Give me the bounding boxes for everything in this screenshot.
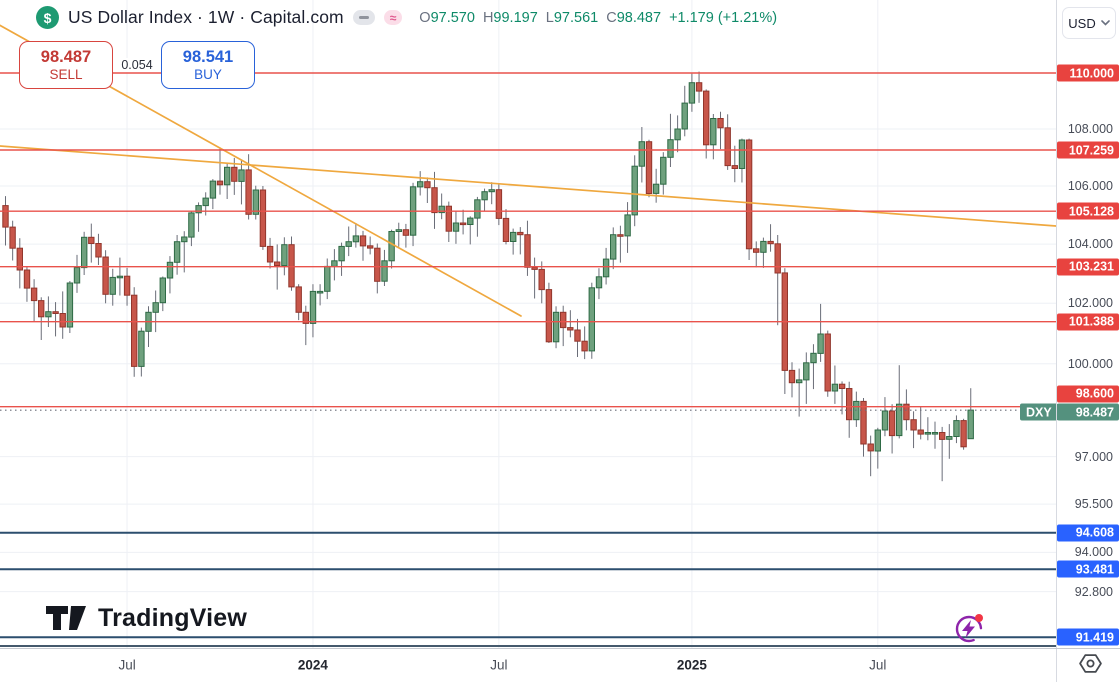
last-price-badge: 98.487 bbox=[1057, 403, 1119, 421]
settings-hexagon-icon bbox=[1079, 654, 1102, 673]
candlestick-chart[interactable] bbox=[0, 0, 1056, 648]
tradingview-mark-icon bbox=[46, 606, 86, 630]
level-price-badge: 103.231 bbox=[1057, 258, 1119, 276]
level-price-badge: 94.608 bbox=[1057, 524, 1119, 542]
sell-button[interactable]: 98.487 SELL bbox=[19, 41, 113, 89]
price-axis-label: 94.000 bbox=[1074, 545, 1113, 560]
tradingview-logo[interactable]: TradingView bbox=[46, 602, 247, 634]
tradingview-wordmark: TradingView bbox=[98, 603, 248, 632]
level-price-badge: 107.259 bbox=[1057, 141, 1119, 159]
dollar-logo-icon: $ bbox=[36, 6, 59, 29]
close-label: C bbox=[606, 9, 617, 26]
buy-label: BUY bbox=[194, 66, 222, 82]
price-axis-label: 100.000 bbox=[1067, 356, 1113, 371]
price-axis[interactable]: 108.000 106.000 104.000 102.000 100.000 97.00… bbox=[1056, 0, 1120, 648]
change-value: +1.179 (+1.21%) bbox=[669, 9, 778, 26]
chart-settings-button[interactable] bbox=[1077, 650, 1104, 677]
time-axis-label: Jul bbox=[869, 657, 887, 673]
spread-value: 0.054 bbox=[113, 58, 161, 72]
low-label: L bbox=[545, 9, 554, 26]
chart-pane[interactable]: $ US Dollar Index · 1W · Capital.com ≈ O… bbox=[0, 0, 1058, 648]
price-axis-label: 104.000 bbox=[1067, 237, 1113, 252]
currency-selector[interactable]: USD bbox=[1062, 7, 1116, 39]
symbol-title[interactable]: US Dollar Index · 1W · Capital.com bbox=[68, 7, 344, 27]
trade-widget: 98.487 SELL 0.054 98.541 BUY bbox=[19, 41, 255, 89]
sell-price: 98.487 bbox=[40, 47, 92, 66]
level-price-badge: 98.600 bbox=[1057, 385, 1119, 403]
ohlc-values: O97.570 H99.197 L97.561 C98.487 +1.179 (… bbox=[419, 10, 777, 26]
time-axis-label: Jul bbox=[490, 657, 508, 673]
close-value: 98.487 bbox=[616, 9, 662, 26]
buy-price: 98.541 bbox=[182, 47, 234, 66]
notification-dot bbox=[975, 614, 983, 622]
lightning-icon bbox=[955, 614, 983, 643]
level-price-badge: 101.388 bbox=[1057, 313, 1119, 331]
flash-order-button[interactable] bbox=[950, 609, 988, 647]
level-price-badge: 105.128 bbox=[1057, 202, 1119, 220]
currency-label: USD bbox=[1068, 15, 1096, 31]
price-axis-label: 106.000 bbox=[1067, 179, 1113, 193]
symbol-legend: $ US Dollar Index · 1W · Capital.com ≈ O… bbox=[36, 6, 777, 29]
time-axis-label: Jul bbox=[118, 657, 136, 673]
chevron-down-icon bbox=[1100, 20, 1110, 26]
price-axis-label: 95.500 bbox=[1074, 497, 1113, 512]
collapse-legend-icon[interactable] bbox=[352, 10, 375, 25]
price-axis-label: 108.000 bbox=[1067, 122, 1113, 136]
price-axis-label: 92.800 bbox=[1074, 584, 1113, 599]
high-label: H bbox=[482, 9, 494, 26]
time-axis-label: 2025 bbox=[676, 657, 707, 673]
open-label: O bbox=[419, 9, 431, 26]
open-value: 97.570 bbox=[430, 9, 475, 26]
level-price-badge: 93.481 bbox=[1057, 560, 1119, 578]
level-price-badge: 110.000 bbox=[1057, 64, 1119, 82]
sell-label: SELL bbox=[49, 66, 83, 82]
price-axis-label: 97.000 bbox=[1074, 449, 1113, 464]
level-price-badge: 91.419 bbox=[1057, 628, 1119, 646]
high-value: 99.197 bbox=[493, 9, 538, 26]
similar-assets-icon[interactable]: ≈ bbox=[383, 10, 403, 25]
axis-vertical-separator bbox=[1056, 0, 1057, 682]
buy-button[interactable]: 98.541 BUY bbox=[161, 41, 255, 89]
time-axis-label: 2024 bbox=[297, 657, 328, 673]
time-axis[interactable]: Jul 2024 Jul 2025 Jul bbox=[0, 648, 1120, 682]
price-axis-label: 102.000 bbox=[1067, 296, 1113, 311]
axis-horizontal-separator bbox=[0, 648, 1120, 649]
symbol-price-tag: DXY bbox=[1020, 403, 1058, 421]
low-value: 97.561 bbox=[553, 9, 599, 26]
